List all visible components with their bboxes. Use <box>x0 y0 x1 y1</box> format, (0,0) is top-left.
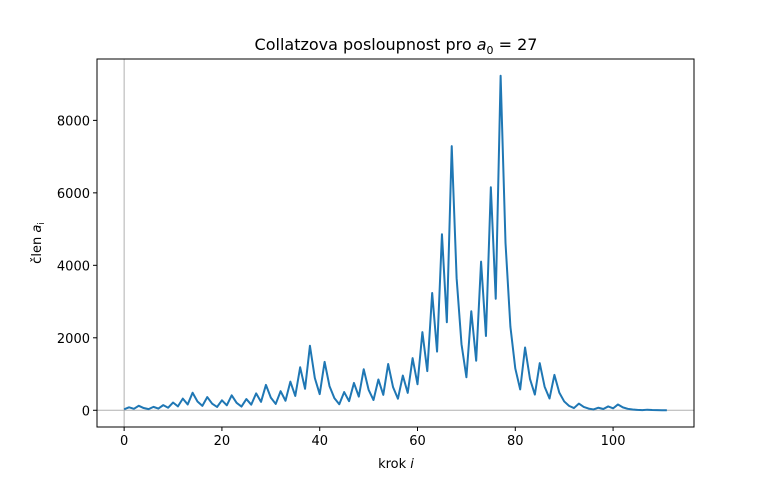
x-axis-label: krok i <box>378 457 414 472</box>
chart-title: Collatzova posloupnost pro a0 = 27 <box>255 35 538 57</box>
series-line-0 <box>123 74 667 412</box>
x-tick-label: 20 <box>214 434 231 449</box>
x-tick-label: 60 <box>409 434 426 449</box>
plot-area: 0 20 40 60 80 100 0 2000 4000 6000 8000 <box>57 58 695 449</box>
y-tick-label: 2000 <box>57 332 90 347</box>
x-tick-label: 0 <box>120 434 128 449</box>
x-tick-label: 100 <box>601 434 626 449</box>
y-axis-label: člen ai <box>30 222 47 264</box>
y-tick-label: 8000 <box>57 114 90 129</box>
x-tick-label: 80 <box>507 434 524 449</box>
x-tick-label: 40 <box>311 434 328 449</box>
y-tick-label: 6000 <box>57 187 90 202</box>
y-tick-label: 0 <box>82 404 90 419</box>
axes-frame <box>96 58 695 428</box>
y-tick-label: 4000 <box>57 259 90 274</box>
